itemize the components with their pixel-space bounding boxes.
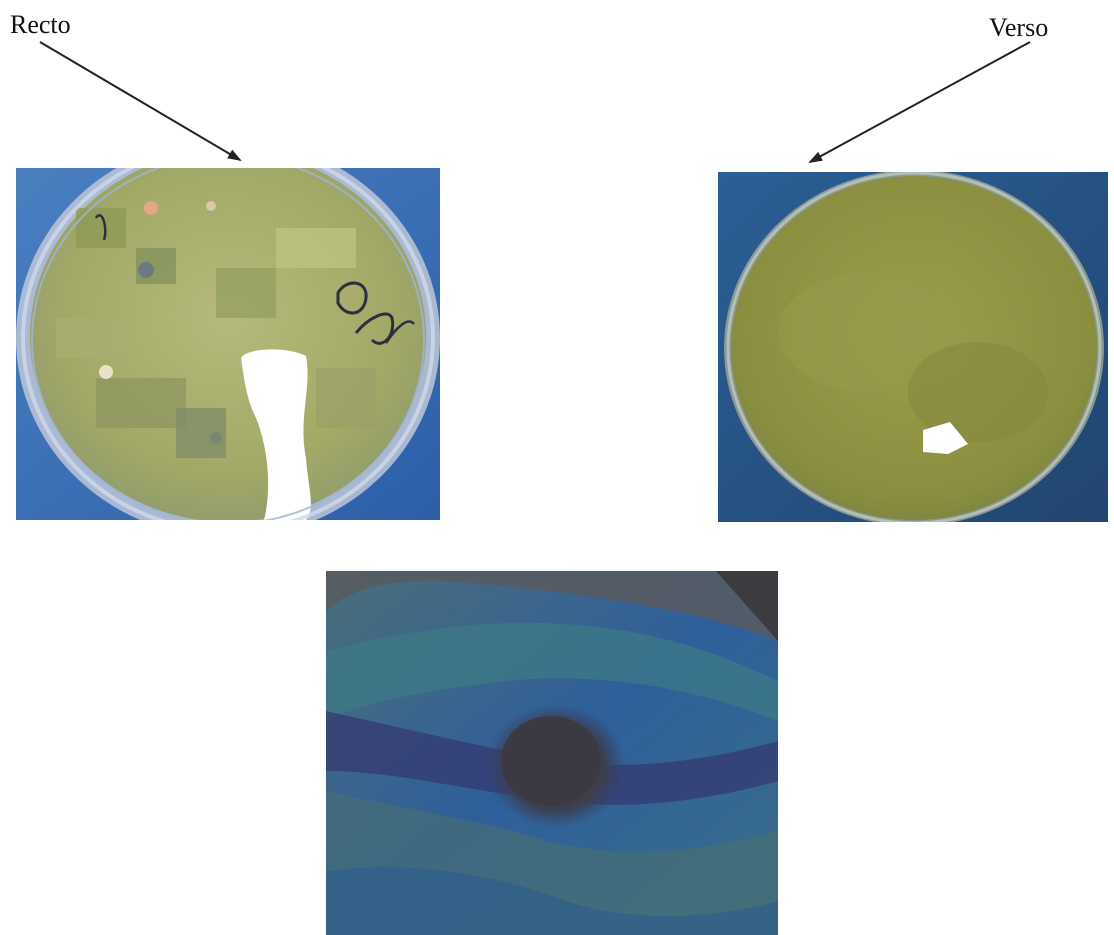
verso-culture-photo	[718, 172, 1108, 522]
recto-culture-photo	[16, 168, 440, 520]
recto-arrow	[39, 41, 242, 162]
recto-label: Recto	[10, 10, 71, 39]
microscopy-photo	[326, 571, 778, 935]
verso-label: Verso	[989, 13, 1049, 42]
verso-arrow	[808, 41, 1031, 163]
